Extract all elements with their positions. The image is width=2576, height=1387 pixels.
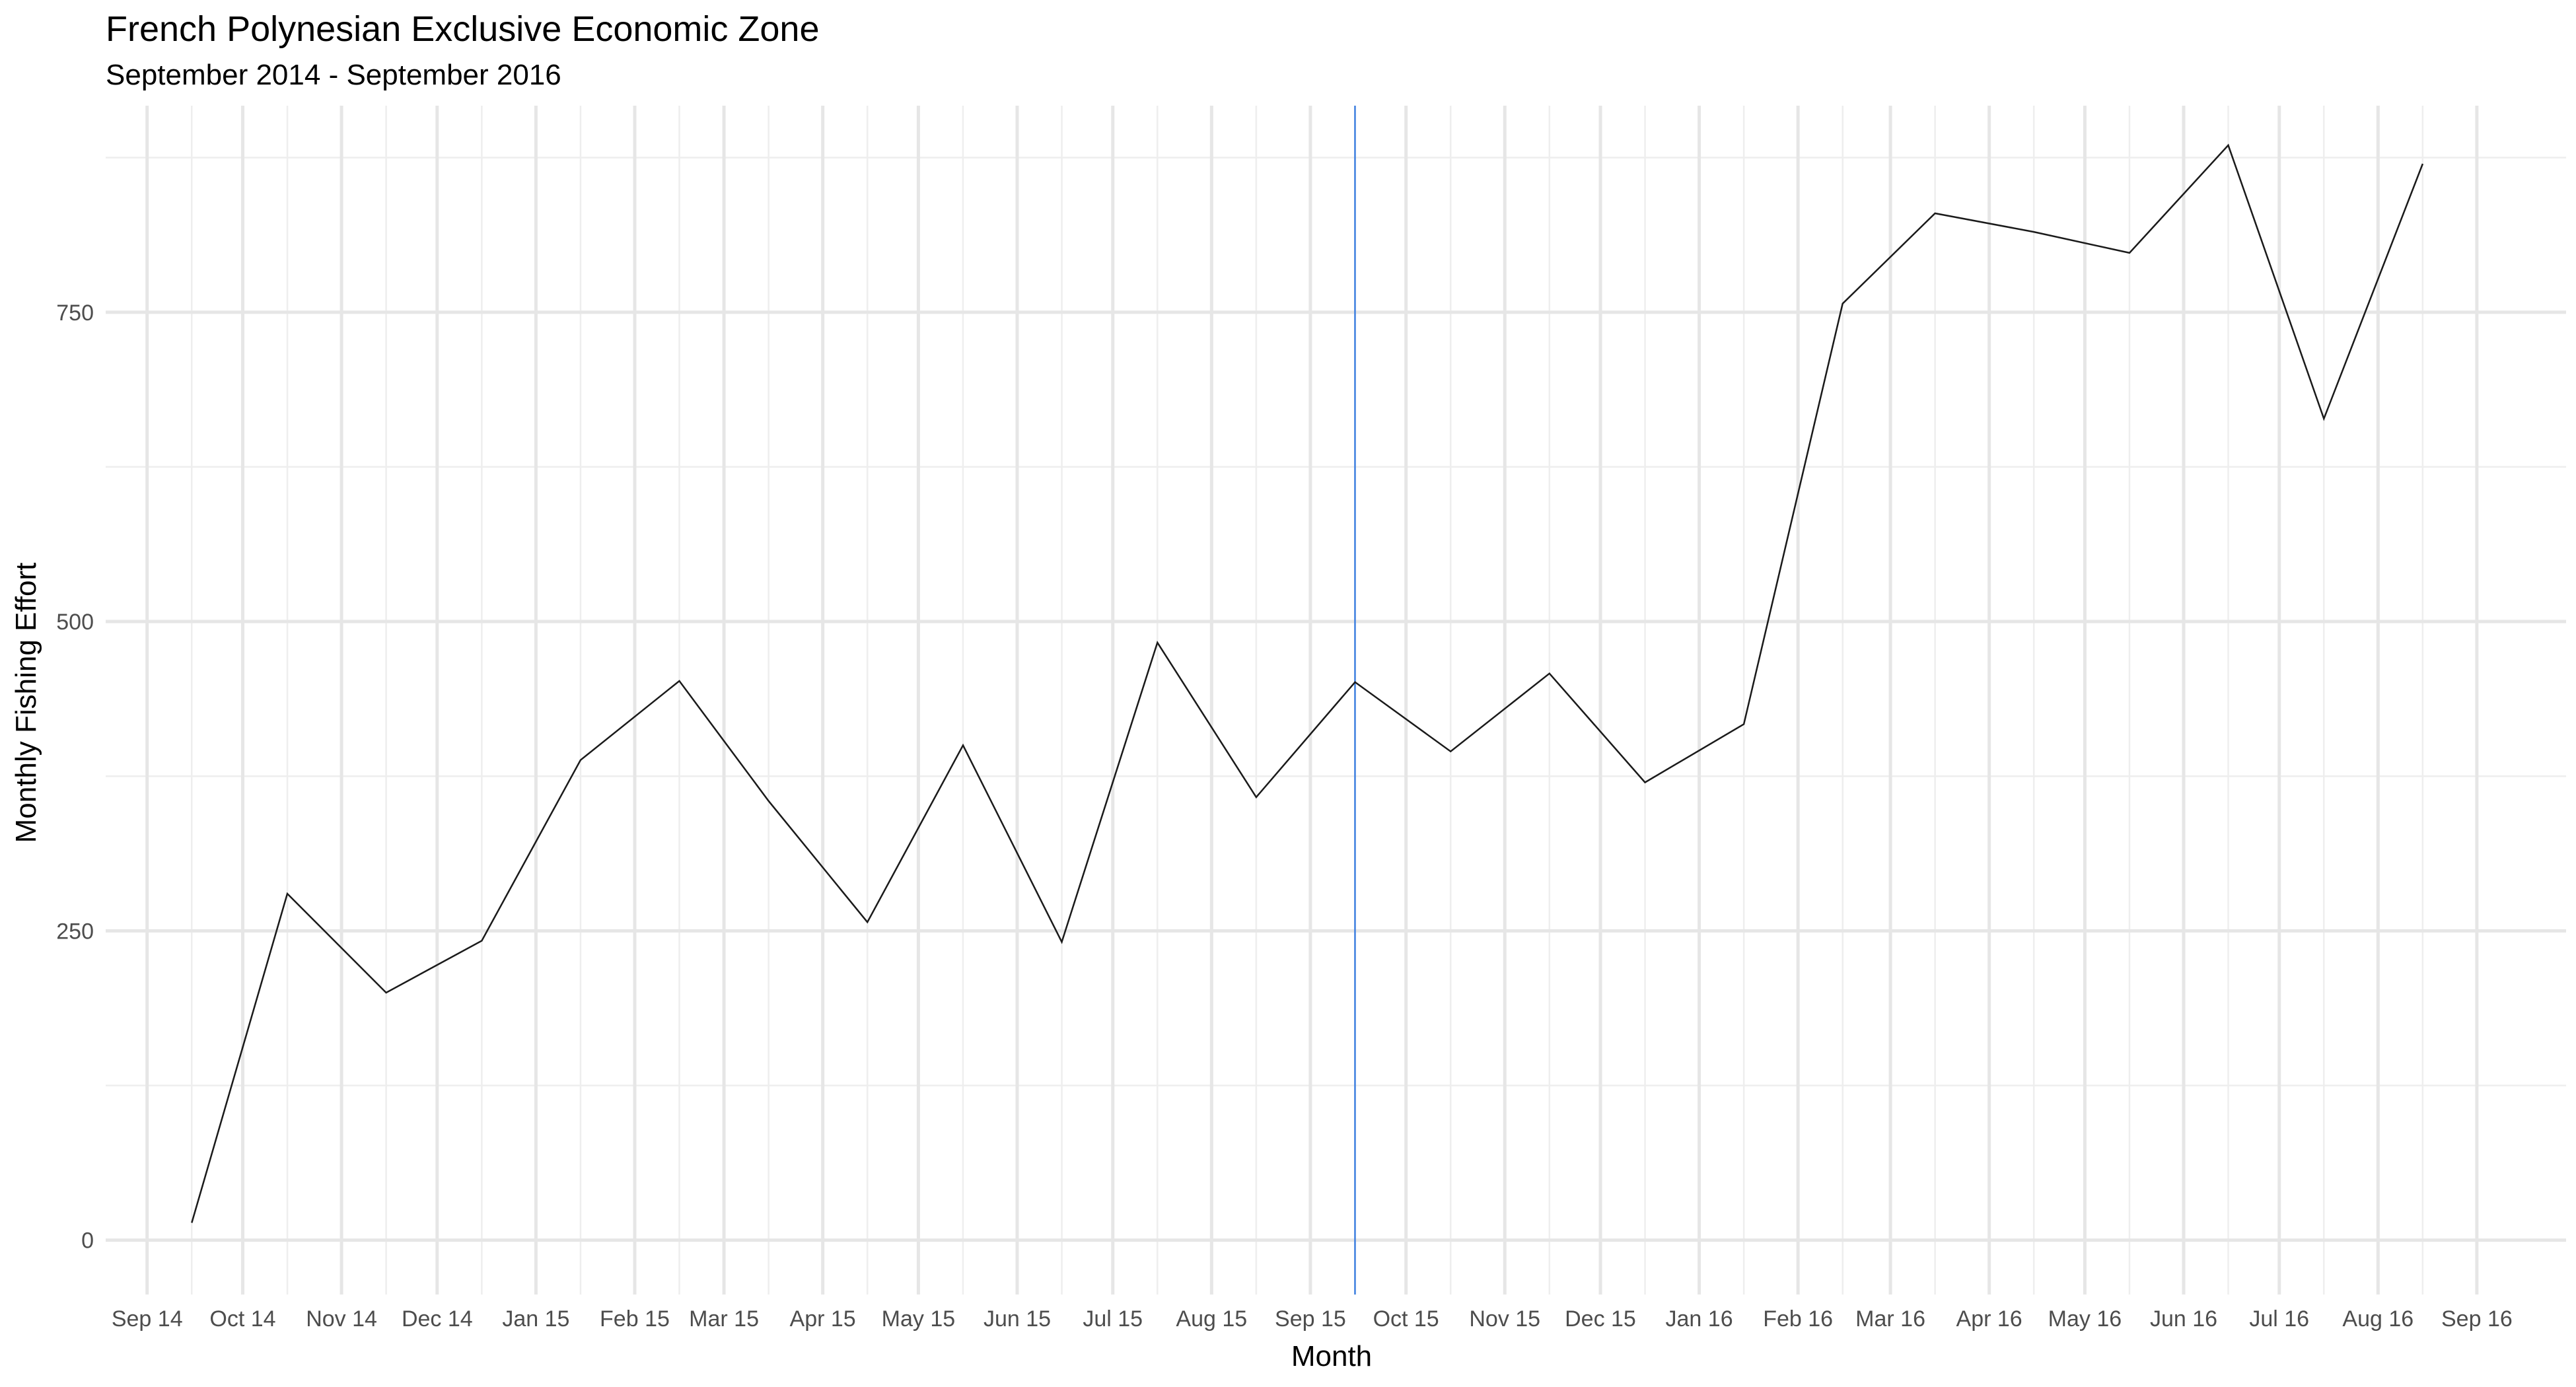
x-tick-label: Oct 15 [1373, 1306, 1439, 1332]
x-tick-label: May 16 [2048, 1306, 2122, 1332]
y-axis-title: Monthly Fishing Effort [10, 563, 42, 843]
x-tick-label: Sep 15 [1275, 1306, 1346, 1332]
x-tick-label: Jun 16 [2150, 1306, 2217, 1332]
y-tick-label: 250 [56, 919, 94, 944]
x-tick-label: Apr 15 [790, 1306, 856, 1332]
x-tick-label: Apr 16 [1956, 1306, 2022, 1332]
x-tick-label: Dec 14 [402, 1306, 473, 1332]
x-tick-label: Sep 16 [2441, 1306, 2513, 1332]
y-tick-label: 750 [56, 301, 94, 326]
x-tick-label: Sep 14 [112, 1306, 183, 1332]
x-tick-label: Aug 16 [2342, 1306, 2414, 1332]
x-tick-label: Jan 16 [1666, 1306, 1733, 1332]
x-tick-label: Jun 15 [984, 1306, 1051, 1332]
x-tick-label: Oct 14 [209, 1306, 275, 1332]
x-tick-label: Dec 15 [1565, 1306, 1636, 1332]
x-axis-ticks: Sep 14 Oct 14 Nov 14 Dec 14 Jan 15 Feb 15 Mar … [112, 1306, 2513, 1332]
series-line [191, 143, 2424, 1223]
x-tick-label: Nov 14 [306, 1306, 377, 1332]
x-axis-title: Month [1291, 1340, 1372, 1372]
x-tick-label: Jan 15 [502, 1306, 569, 1332]
series-layer [191, 143, 2424, 1223]
x-tick-label: Feb 15 [600, 1306, 670, 1332]
x-tick-label: Aug 15 [1176, 1306, 1247, 1332]
chart-title: French Polynesian Exclusive Economic Zon… [106, 9, 820, 49]
x-tick-label: Mar 16 [1855, 1306, 1925, 1332]
grid-lines [106, 106, 2566, 1295]
chart-subtitle: September 2014 - September 2016 [106, 59, 561, 91]
y-tick-label: 0 [81, 1228, 94, 1254]
x-tick-label: May 15 [882, 1306, 956, 1332]
x-tick-label: Jul 16 [2249, 1306, 2309, 1332]
x-tick-label: Feb 16 [1763, 1306, 1833, 1332]
x-tick-label: Mar 15 [689, 1306, 759, 1332]
y-tick-label: 500 [56, 610, 94, 635]
x-tick-label: Nov 15 [1469, 1306, 1540, 1332]
x-tick-label: Jul 15 [1083, 1306, 1143, 1332]
y-axis-ticks: 0 250 500 750 [56, 301, 94, 1254]
